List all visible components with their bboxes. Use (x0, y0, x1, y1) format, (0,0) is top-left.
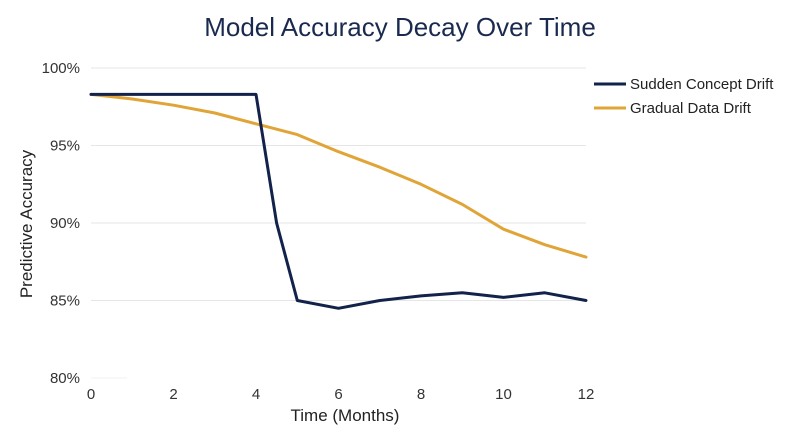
x-axis-ticks: 0 2 4 6 8 10 12 (87, 386, 595, 403)
y-tick-label: 95% (50, 138, 80, 155)
gridlines (91, 67, 586, 379)
x-tick-label: 10 (495, 386, 512, 403)
x-tick-label: 8 (417, 386, 425, 403)
legend-label: Gradual Data Drift (630, 100, 752, 117)
x-tick-label: 4 (252, 386, 260, 403)
x-tick-label: 6 (334, 386, 342, 403)
series-lines (89, 92, 588, 310)
x-tick-label: 2 (169, 386, 177, 403)
y-tick-label: 80% (50, 370, 80, 387)
y-tick-label: 90% (50, 215, 80, 232)
legend-label: Sudden Concept Drift (630, 76, 774, 93)
x-tick-label: 12 (578, 386, 595, 403)
series-line (89, 92, 588, 259)
y-tick-label: 85% (50, 293, 80, 310)
y-tick-label: 100% (42, 60, 80, 77)
legend: Sudden Concept Drift Gradual Data Drift (594, 76, 774, 117)
x-tick-label: 0 (87, 386, 95, 403)
chart-title: Model Accuracy Decay Over Time (204, 12, 596, 42)
series-line (89, 92, 588, 310)
y-axis-ticks: 80% 85% 90% 95% 100% (42, 60, 80, 387)
y-axis-label: Predictive Accuracy (17, 149, 36, 298)
x-axis-label: Time (Months) (291, 406, 400, 425)
